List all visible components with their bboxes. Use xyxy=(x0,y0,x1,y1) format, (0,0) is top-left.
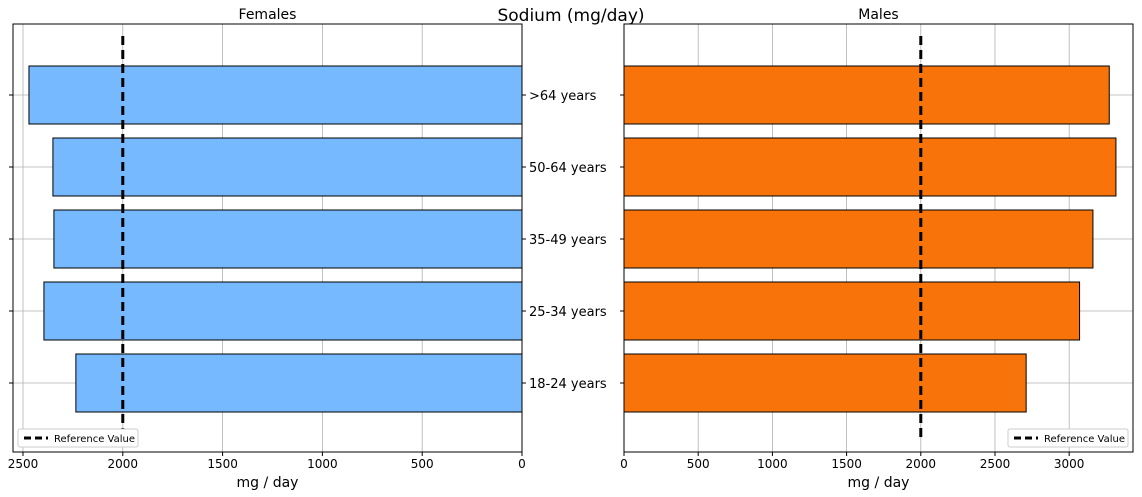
males-xtick-label-3000: 3000 xyxy=(1054,457,1085,471)
females-panel: 2500 2000 1500 1000 500 0 Females mg / day Refer… xyxy=(8,7,526,491)
males-xtick-label-1000: 1000 xyxy=(757,457,788,471)
males-bar-50-64-years xyxy=(623,137,1117,197)
category-label-50-64-years: 50-64 years xyxy=(529,161,607,176)
females-xtick-label-1000: 1000 xyxy=(307,457,338,471)
females-axes-frame xyxy=(12,23,523,453)
males-legend-label: Reference Value xyxy=(1044,434,1125,445)
females-xtick-label-2500: 2500 xyxy=(8,457,39,471)
males-xtick-label-500: 500 xyxy=(687,457,710,471)
females-xtick-label-2000: 2000 xyxy=(108,457,139,471)
females-bar-18-24-years xyxy=(75,353,523,413)
males-xtick-label-2000: 2000 xyxy=(906,457,937,471)
females-bar-50-64-years xyxy=(52,137,523,197)
females-legend-label: Reference Value xyxy=(54,434,135,445)
category-label-18-24-years: 18-24 years xyxy=(529,377,607,392)
category-label-64-years: >64 years xyxy=(529,89,597,104)
males-axes-frame xyxy=(623,23,1134,453)
males-bar-64-years xyxy=(623,65,1110,125)
males-xtick-label-1500: 1500 xyxy=(831,457,862,471)
females-panel-title: Females xyxy=(239,7,297,23)
females-legend-box xyxy=(17,428,139,448)
females-x-axis-label: mg / day xyxy=(237,475,299,491)
age-group-labels: >64 years 50-64 years 35-49 years 25-34 yea… xyxy=(529,89,607,392)
females-bar-64-years xyxy=(28,65,523,125)
chart-title: Sodium (mg/day) xyxy=(497,6,644,26)
females-bar-25-34-years xyxy=(43,281,523,341)
females-legend: Reference Value xyxy=(17,428,139,448)
males-xtick-label-0: 0 xyxy=(620,457,628,471)
males-bar-18-24-years xyxy=(623,353,1027,413)
females-bar-35-49-years xyxy=(53,209,523,269)
males-legend-box xyxy=(1007,428,1129,448)
females-xtick-label-1500: 1500 xyxy=(207,457,238,471)
females-xtick-label-500: 500 xyxy=(411,457,434,471)
males-bar-35-49-years xyxy=(623,209,1094,269)
category-label-25-34-years: 25-34 years xyxy=(529,305,607,320)
males-x-axis-label: mg / day xyxy=(848,475,910,491)
females-xtick-label-0: 0 xyxy=(518,457,526,471)
category-label-35-49-years: 35-49 years xyxy=(529,233,607,248)
males-panel-title: Males xyxy=(858,7,898,23)
males-legend: Reference Value xyxy=(1007,428,1129,448)
males-panel: 0 500 1000 1500 2000 2500 3000 Males mg / day Ref… xyxy=(620,7,1134,491)
males-bar-25-34-years xyxy=(623,281,1081,341)
males-xtick-label-2500: 2500 xyxy=(980,457,1011,471)
